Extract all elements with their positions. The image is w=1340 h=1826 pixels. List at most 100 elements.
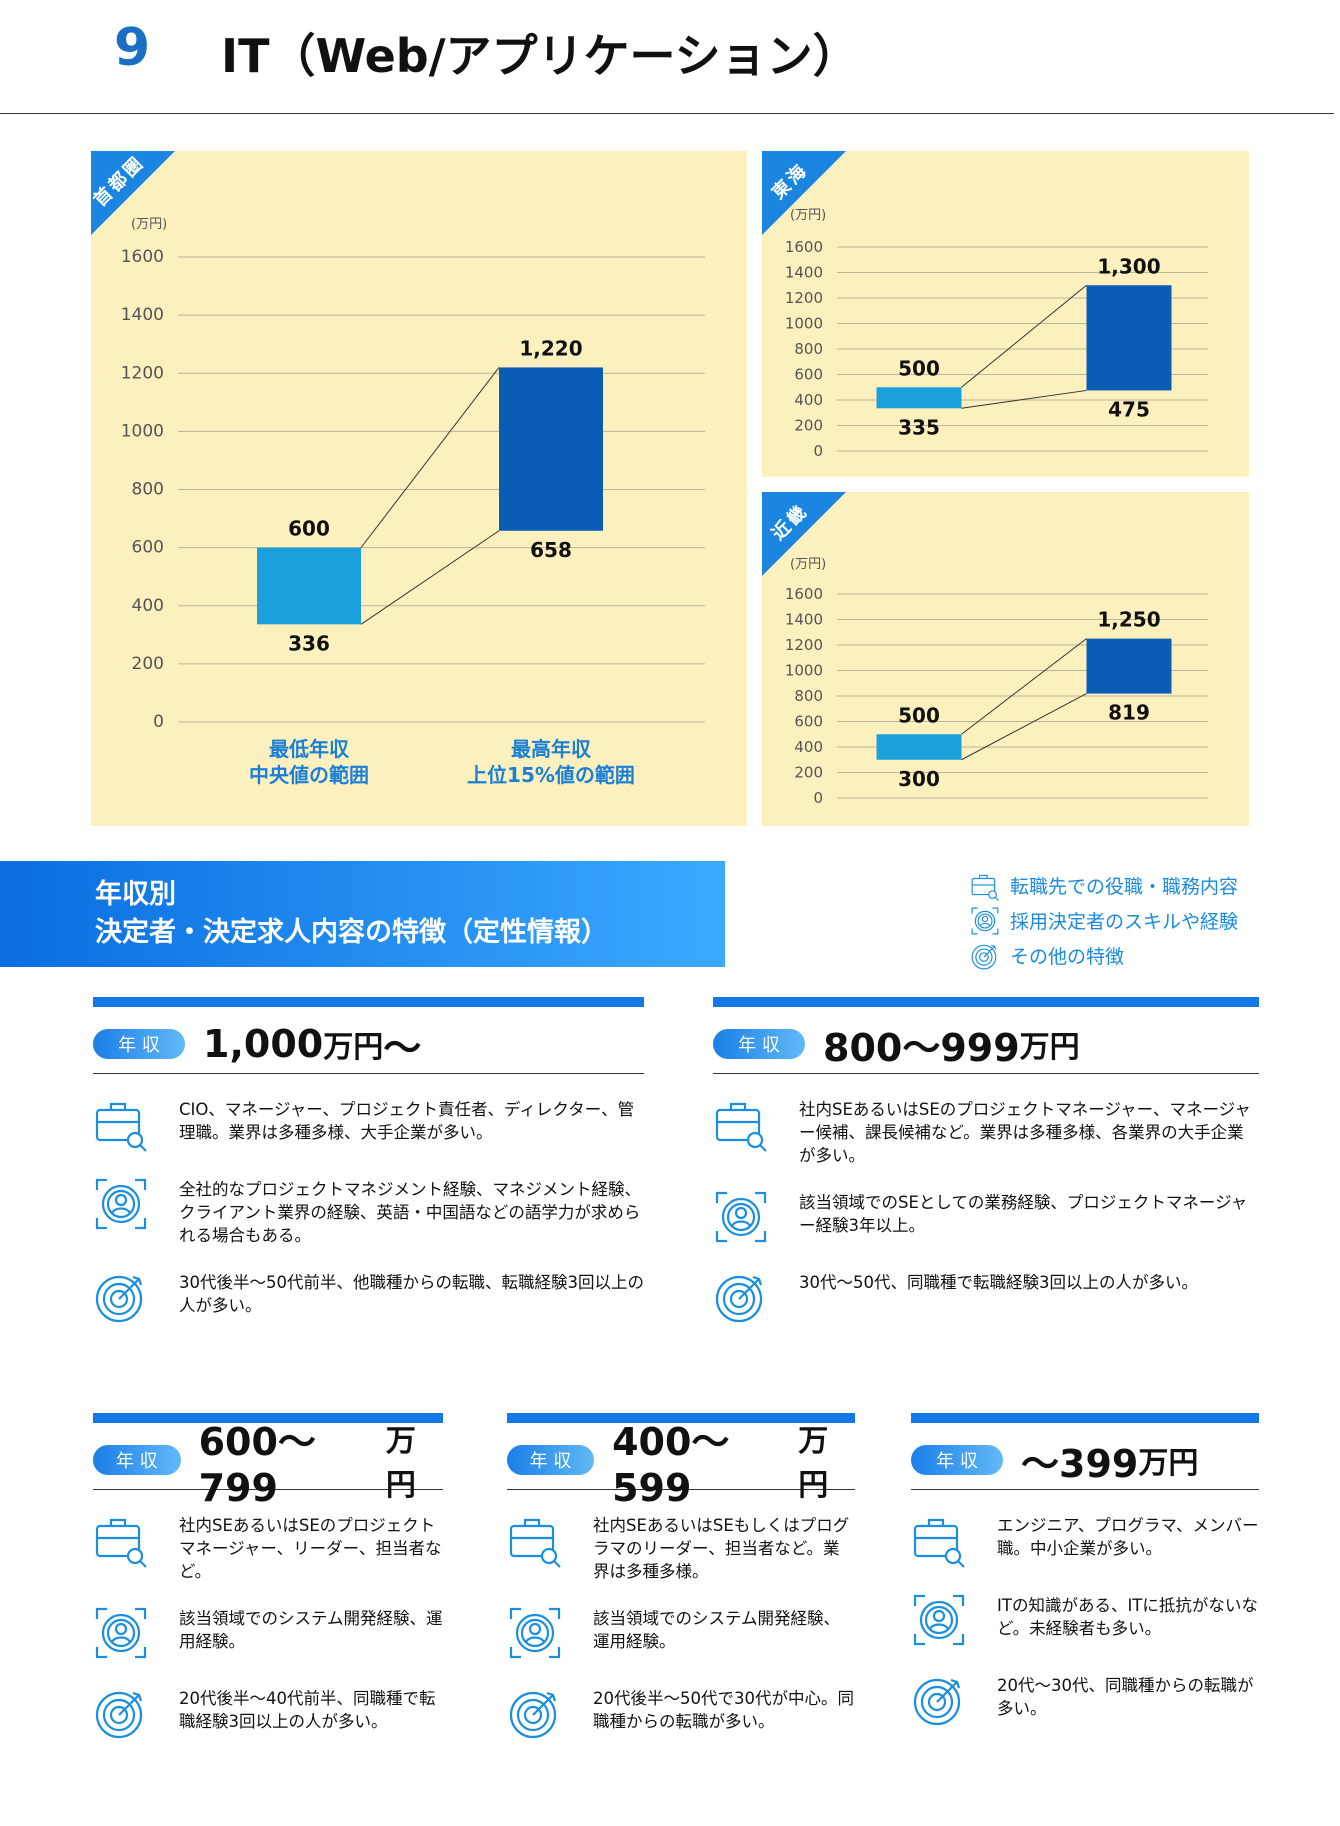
feature-text: 30代後半～50代前半、他職種からの転職、転職経験3回以上の人が多い。: [179, 1273, 644, 1315]
page-title: IT（Web/アプリケーション）: [221, 29, 859, 83]
feature-item: 該当領域でのSEとしての業務経験、プロジェクトマネージャー経験3年以上。: [713, 1189, 1259, 1247]
value-label: 475: [1108, 397, 1150, 421]
y-tick-label: 800: [132, 480, 164, 500]
legend-icon: [970, 871, 1000, 901]
group-bar: [713, 997, 1259, 1007]
value-label: 1,250: [1097, 608, 1160, 632]
value-label: 1,220: [519, 336, 582, 360]
legend-row: 転職先での役職・職務内容: [970, 868, 1238, 903]
connector-line: [961, 693, 1087, 761]
y-tick-label: 200: [132, 654, 164, 674]
feature-text: エンジニア、プログラマ、メンバー職。中小企業が多い。: [997, 1516, 1259, 1558]
feature-item: エンジニア、プログラマ、メンバー職。中小企業が多い。: [911, 1512, 1259, 1570]
group-bar: [911, 1413, 1259, 1423]
feature-text: 社内SEあるいはSEのプロジェクトマネージャー、リーダー、担当者など。: [179, 1516, 442, 1581]
group-heading: 年 収 400～599 万円: [507, 1420, 855, 1510]
feature-icon: [93, 1176, 149, 1232]
feature-icon: [911, 1672, 967, 1728]
value-label: 819: [1108, 701, 1150, 725]
value-label: 336: [288, 631, 330, 655]
value-label: 500: [898, 356, 940, 380]
category-label: 最高年収上位15%値の範囲: [467, 737, 635, 787]
feature-item: 20代後半～40代前半、同職種で転職経験3回以上の人が多い。: [93, 1685, 443, 1743]
feature-icon: [93, 1605, 149, 1661]
icon: [97, 1277, 141, 1321]
y-tick-label: 1600: [121, 247, 164, 267]
banner-line: 決定者・決定求人内容の特徴（定性情報）: [95, 917, 608, 948]
y-tick-label: 800: [794, 340, 823, 358]
header-rule: [0, 113, 1334, 114]
icon: [97, 1609, 145, 1657]
icon: [915, 1520, 964, 1567]
feature-text: 社内SEあるいはSEもしくはプログラマのリーダー、担当者など。業界は多種多様。: [593, 1516, 850, 1581]
y-unit: (万円): [131, 217, 167, 232]
y-tick-label: 0: [153, 712, 164, 732]
y-tick-label: 0: [813, 789, 823, 807]
category-label: 最低年収中央値の範囲: [249, 737, 369, 787]
unit: 万円: [385, 1424, 416, 1503]
amount: ～399: [1021, 1441, 1139, 1486]
y-tick-label: 1400: [785, 264, 823, 282]
feature-icon: [713, 1269, 769, 1325]
icon: [97, 1520, 146, 1567]
section-number: 9: [114, 18, 151, 78]
salary-group: 年 収 ～399 万円 エンジニア、プログラマ、メンバー職。中小企業が多い。 ITの知識…: [911, 1413, 1259, 1730]
icon: [511, 1693, 555, 1737]
y-tick-label: 200: [794, 417, 823, 435]
legend-row: その他の特徴: [970, 938, 1238, 973]
group-heading: 年 収 600～799 万円: [93, 1420, 443, 1510]
y-tick-label: 1200: [121, 363, 164, 383]
feature-icon: [713, 1096, 769, 1152]
icon: [972, 945, 996, 969]
unit: 万円: [323, 1030, 384, 1065]
connector-line: [961, 638, 1087, 735]
icon: [511, 1520, 560, 1567]
y-tick-label: 1400: [121, 305, 164, 325]
feature-item: 社内SEあるいはSEのプロジェクトマネージャー、マネージャー候補、課長候補など。…: [713, 1096, 1259, 1167]
y-tick-label: 600: [132, 538, 164, 558]
icon: [97, 1104, 146, 1151]
y-tick-label: 1600: [785, 238, 823, 256]
y-tick-label: 0: [813, 442, 823, 460]
amount: 800～999: [823, 1025, 1020, 1070]
badge: 年 収: [713, 1029, 805, 1059]
unit: 万円: [798, 1424, 829, 1503]
feature-item: 30代～50代、同職種で転職経験3回以上の人が多い。: [713, 1269, 1259, 1327]
feature-icon: [911, 1512, 967, 1568]
salary-group: 年 収 400～599 万円 社内SEあるいはSEもしくはプログラマのリーダー、担当者…: [507, 1413, 855, 1743]
range-bar: [1086, 285, 1172, 391]
feature-item: 該当領域でのシステム開発経験、運用経験。: [507, 1605, 855, 1663]
feature-text: 該当領域でのシステム開発経験、運用経験。: [593, 1609, 841, 1651]
icon: [915, 1596, 963, 1644]
salary-group: 年 収 600～799 万円 社内SEあるいはSEのプロジェクトマネージャー、リーダー…: [93, 1413, 443, 1743]
range-bar: [876, 734, 962, 760]
feature-text: 該当領域でのシステム開発経験、運用経験。: [179, 1609, 443, 1651]
feature-text: 30代～50代、同職種で転職経験3回以上の人が多い。: [799, 1273, 1198, 1292]
icon: [511, 1609, 559, 1657]
region-corner: [91, 151, 175, 235]
y-tick-label: 1000: [785, 662, 823, 680]
unit: 万円: [1138, 1446, 1199, 1481]
feature-item: 全社的なプロジェクトマネジメント経験、マネジメント経験、クライアント業界の経験、…: [93, 1176, 644, 1247]
feature-item: 20代～30代、同職種からの転職が多い。: [911, 1672, 1259, 1730]
chart-panel: 東海 0 200 400 600 800 1000 1200 1400 1600 (万円) 500 33…: [762, 151, 1249, 477]
amount: 400～599: [612, 1419, 730, 1510]
icon: [972, 875, 998, 900]
legend-icon: [970, 941, 1000, 971]
legend-row: 採用決定者のスキルや経験: [970, 903, 1238, 938]
range-bar: [1086, 638, 1172, 694]
feature-item: CIO、マネージャー、プロジェクト責任者、ディレクター、管理職。業界は多種多様、…: [93, 1096, 644, 1154]
y-tick-label: 1000: [785, 315, 823, 333]
region-corner: [762, 151, 846, 235]
value-label: 600: [288, 517, 330, 541]
feature-item: 該当領域でのシステム開発経験、運用経験。: [93, 1605, 443, 1663]
badge: 年 収: [93, 1445, 181, 1475]
badge: 年 収: [93, 1029, 185, 1059]
feature-text: 20代～30代、同職種からの転職が多い。: [997, 1676, 1254, 1718]
y-tick-label: 800: [794, 687, 823, 705]
value-label: 1,300: [1097, 254, 1160, 278]
salary-group: 年 収 1,000 万円～ CIO、マネージャー、プロジェクト責任者、ディレクター、管…: [93, 997, 644, 1327]
feature-icon: [93, 1512, 149, 1568]
feature-icon: [93, 1096, 149, 1152]
